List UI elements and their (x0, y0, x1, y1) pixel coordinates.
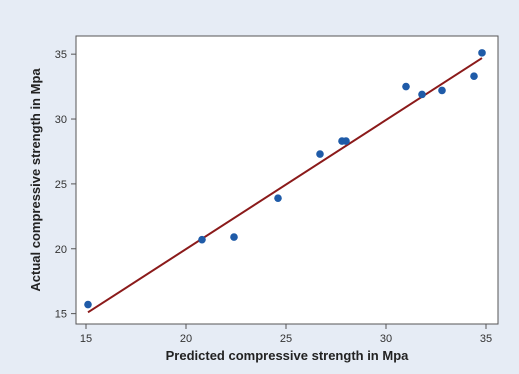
y-tick-label: 30 (55, 114, 67, 126)
data-point (84, 300, 92, 309)
y-axis-title: Actual compressive strength in Mpa (28, 68, 43, 292)
x-tick-label: 35 (480, 333, 492, 345)
data-point (230, 233, 238, 241)
data-point (418, 90, 426, 99)
data-point (470, 72, 478, 81)
data-point (274, 194, 282, 202)
x-tick-label: 20 (180, 333, 192, 345)
axis-ticks: 15 20 25 30 35 15 20 25 30 35 (55, 49, 492, 345)
x-tick-label: 15 (80, 333, 92, 345)
fit-line (87, 57, 483, 314)
data-point (478, 49, 486, 57)
data-points (84, 49, 486, 309)
y-tick-label: 20 (55, 244, 67, 256)
data-point (342, 137, 350, 145)
data-point (316, 150, 324, 158)
plot-area (75, 35, 499, 325)
y-tick-label: 25 (55, 179, 67, 191)
y-tick-label: 35 (55, 49, 67, 61)
data-point (438, 86, 446, 95)
data-point (402, 82, 410, 91)
y-tick-label: 15 (55, 309, 67, 321)
fit-line-layer (87, 57, 483, 314)
x-axis-title: Predicted compressive strength in Mpa (166, 348, 410, 363)
x-tick-label: 30 (380, 333, 392, 345)
data-point (198, 235, 206, 244)
x-tick-label: 25 (280, 333, 292, 345)
